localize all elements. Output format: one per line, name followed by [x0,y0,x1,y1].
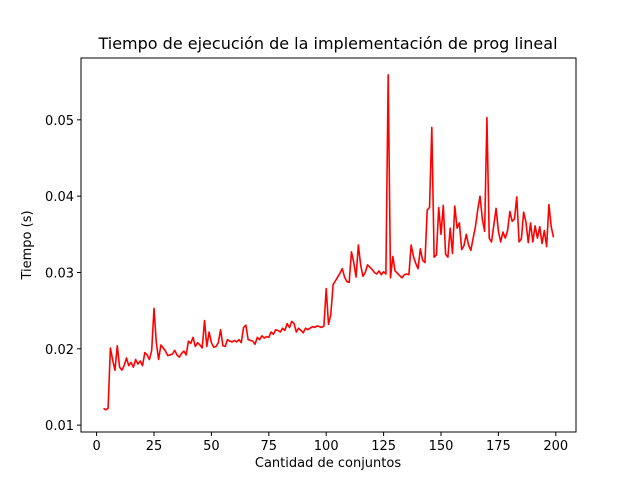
x-tick-label: 200 [543,439,568,454]
x-tick-label: 0 [92,439,100,454]
x-tick-label: 150 [429,439,454,454]
data-line [103,73,555,411]
plot-frame [80,57,577,433]
x-tick-label: 100 [314,439,339,454]
y-tick-label: 0.01 [45,419,74,434]
y-axis-label: Tiempo (s) [20,210,35,280]
y-tick-label: 0.05 [45,114,74,129]
y-tick-label: 0.04 [45,190,74,205]
x-tick-label: 75 [261,439,278,454]
y-tick-label: 0.02 [45,343,74,358]
x-axis-label: Cantidad de conjuntos [255,456,401,471]
x-tick-label: 25 [146,439,163,454]
x-tick-label: 175 [486,439,511,454]
y-tick-label: 0.03 [45,266,74,281]
x-tick-label: 125 [371,439,396,454]
x-tick-label: 50 [203,439,220,454]
chart-title: Tiempo de ejecución de la implementación… [97,34,557,53]
